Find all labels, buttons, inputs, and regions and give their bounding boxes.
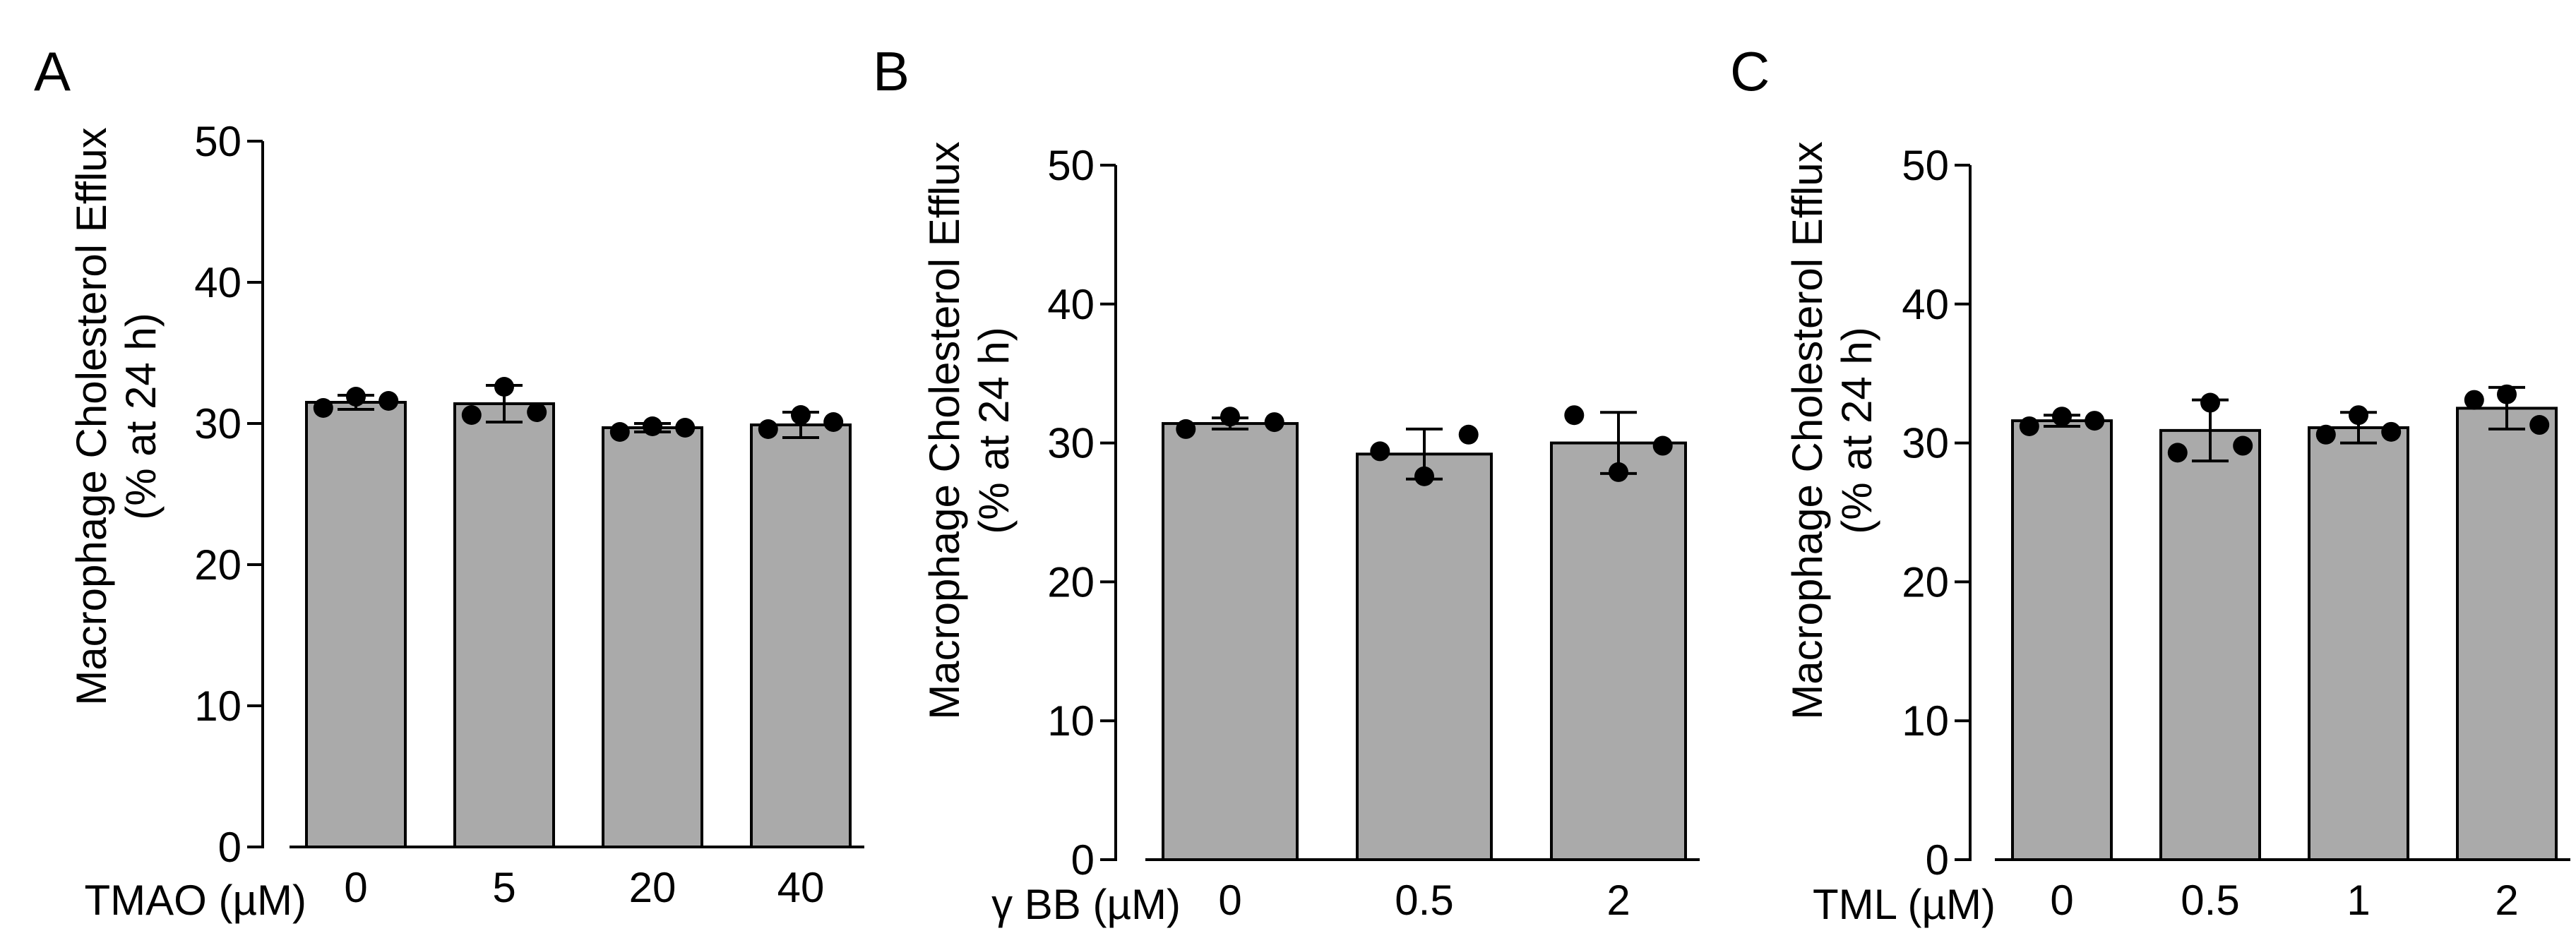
x-tick-label: 0 [344,864,367,911]
data-point [2085,411,2105,431]
y-axis-label-unit: (% at 24 h) [117,313,165,519]
bar [2011,419,2113,861]
y-tick-label: 10 [1047,697,1095,745]
data-point [1609,462,1628,482]
y-tick-label: 40 [1902,281,1949,328]
y-tick-label: 10 [1902,697,1949,745]
x-tick-label: 0.5 [1395,877,1453,924]
data-point [2529,415,2550,435]
data-point [2315,424,2336,445]
data-point [461,405,482,425]
y-tick-label: 50 [1902,142,1949,189]
x-tick-label: 0 [2050,877,2073,924]
plot-area: 0 10 20 30 40 50 0 0.5 2 [1047,142,1700,924]
x-axis-label: TMAO (µM) [84,877,306,924]
panel-label: A [34,40,71,102]
bar [602,426,703,848]
data-point [313,398,333,418]
bar [2456,407,2558,861]
data-point [1564,405,1585,426]
panel-b: B Macrophage Cholesterol Efflux (% at 24… [873,40,1700,928]
data-point [1414,466,1434,486]
plot-area: 0 10 20 30 40 50 0 0.5 1 2 [1902,142,2570,924]
panel-c: C Macrophage Cholesterol Efflux (% at 24… [1730,40,2570,928]
x-tick-label: 40 [777,864,825,911]
data-point [2019,416,2039,436]
data-point [675,418,696,438]
y-tick-label: 20 [1047,558,1095,606]
data-point [1652,435,1673,456]
y-axis-label: Macrophage Cholesterol Efflux [1784,141,1831,719]
data-point [2052,407,2072,427]
y-tick-label: 0 [218,824,242,871]
data-point [1264,412,1284,433]
bar [305,401,407,848]
data-point [1458,424,1479,445]
x-tick-label: 2 [2495,877,2518,924]
data-point [378,391,399,411]
y-tick-label: 0 [1071,836,1095,884]
y-tick-label: 0 [1926,836,1949,884]
panel-label: B [873,40,910,102]
data-point [643,416,662,436]
x-tick-label: 0.5 [2181,877,2239,924]
bar [1356,452,1493,861]
y-tick-label: 50 [194,118,242,165]
data-point [609,422,630,442]
data-point [2464,390,2484,410]
y-tick-label: 50 [1047,142,1095,189]
bar [1550,441,1687,861]
bar [2159,428,2261,861]
data-point [2349,405,2368,426]
data-point [2200,392,2220,413]
bar [1162,422,1299,861]
x-tick-label: 1 [2347,877,2370,924]
data-point [791,405,811,425]
data-point [527,402,547,422]
y-axis-label: Macrophage Cholesterol Efflux [68,127,115,705]
panel-label: C [1730,40,1770,102]
data-point [758,419,778,439]
data-point [2381,421,2402,442]
data-point [2233,435,2253,456]
y-tick-label: 40 [194,259,242,306]
x-axis-label: TML (µM) [1813,881,1996,928]
x-axis-label: γ BB (µM) [991,881,1181,928]
y-axis-label: Macrophage Cholesterol Efflux [921,141,968,719]
data-point [2167,443,2188,463]
x-tick-label: 20 [629,864,676,911]
y-tick-label: 30 [194,400,242,447]
bar [2308,426,2409,861]
data-point [494,377,514,397]
data-point [2497,384,2517,404]
y-tick-label: 20 [1902,558,1949,606]
data-point [1220,407,1240,427]
data-point [1176,419,1196,439]
data-point [346,387,366,407]
x-tick-label: 5 [492,864,515,911]
data-point [1370,441,1390,462]
x-tick-label: 0 [1218,877,1241,924]
y-tick-label: 30 [1047,420,1095,467]
data-point [823,412,844,432]
y-tick-label: 30 [1902,420,1949,467]
y-axis-label-unit: (% at 24 h) [970,327,1018,534]
bar [453,402,555,848]
bar [750,423,852,848]
panel-a: A Macrophage Cholesterol Efflux (% at 24… [34,40,864,924]
y-tick-label: 10 [194,683,242,730]
y-tick-label: 20 [194,541,242,589]
y-tick-label: 40 [1047,281,1095,328]
y-axis-label-unit: (% at 24 h) [1833,327,1880,534]
x-tick-label: 2 [1606,877,1630,924]
plot-area: 0 10 20 30 40 50 0 5 20 40 [194,118,864,911]
